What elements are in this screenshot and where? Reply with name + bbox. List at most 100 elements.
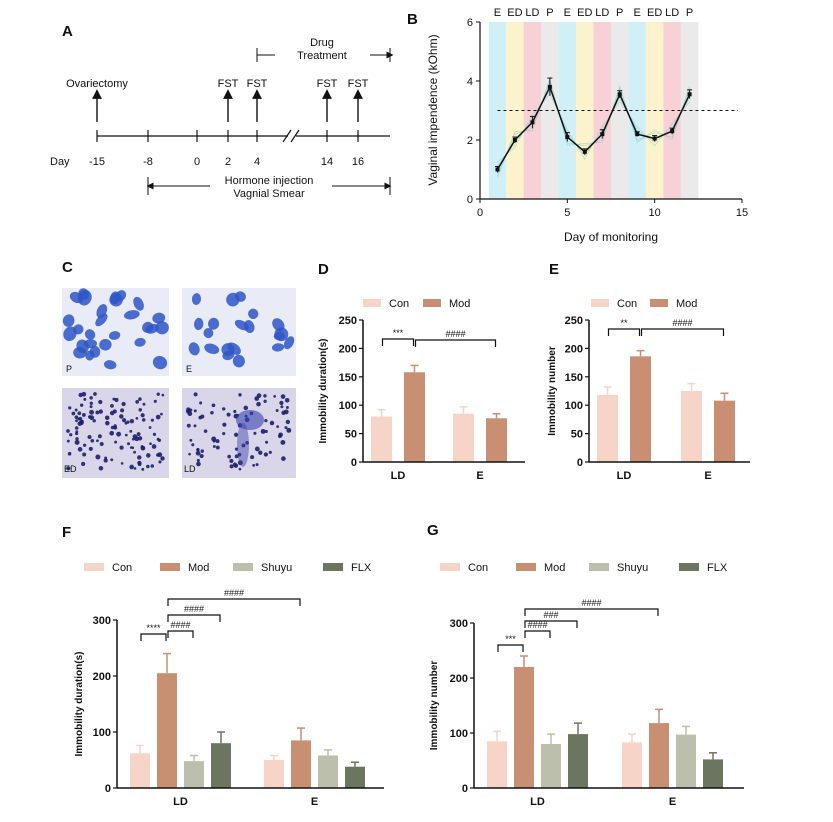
micrograph-cells-ed [66, 391, 165, 471]
bar [404, 372, 425, 462]
immobility-duration-chart-d: Con Mod LD E 0 50 100 150 200 250 Immobility durat… [318, 298, 525, 482]
cell-nucleus [109, 430, 115, 436]
bar [630, 356, 651, 462]
cell-nucleus [156, 392, 160, 396]
cell-shape [203, 327, 214, 339]
cell-nucleus [75, 437, 79, 441]
cell-nucleus [138, 408, 142, 412]
cell-nucleus [149, 442, 152, 446]
cell-nucleus [255, 463, 259, 467]
x-tick-label: E [476, 470, 483, 482]
cell-nucleus [193, 392, 198, 397]
cell-nucleus [199, 453, 204, 459]
legend-label: Con [389, 298, 409, 310]
cell-nucleus [260, 428, 266, 434]
cell-nucleus [203, 429, 208, 433]
day-tick-label: 2 [225, 156, 231, 168]
bar [211, 743, 231, 788]
y-tick-label: 100 [565, 400, 583, 412]
cell-nucleus [215, 439, 220, 444]
axis-break-mark [282, 129, 292, 143]
cell-nucleus [280, 439, 286, 445]
cell-nucleus [132, 434, 138, 439]
x-tick-label: E [311, 796, 318, 808]
cell-nucleus [89, 405, 93, 409]
cell-nucleus [268, 450, 272, 454]
cell-nucleus [99, 442, 104, 447]
significance-label: #### [170, 620, 190, 630]
bar [676, 734, 696, 788]
cell-nucleus [83, 443, 87, 447]
micrograph-label: ED [64, 464, 77, 474]
cell-nucleus [75, 419, 78, 423]
legend-swatch [323, 563, 343, 571]
stage-label: E [564, 7, 571, 19]
cell-nucleus [129, 429, 133, 433]
cell-shape [108, 331, 121, 340]
bar [649, 723, 669, 788]
significance-label: #### [672, 318, 692, 328]
x-tick-label: 5 [564, 207, 570, 219]
significance-bracket [640, 328, 725, 336]
cell-shape [62, 314, 75, 327]
cell-nucleus [157, 452, 163, 458]
data-point [512, 138, 517, 142]
legend-swatch [233, 563, 253, 571]
bar [514, 667, 534, 788]
micrograph-label: LD [184, 464, 196, 474]
cell-nucleus [210, 410, 214, 415]
cell-nucleus [151, 444, 157, 449]
cell-nucleus [97, 434, 102, 439]
cell-nucleus [131, 437, 135, 441]
cell-nucleus [83, 397, 87, 401]
stage-band [576, 22, 594, 199]
y-tick-label: 150 [565, 372, 583, 384]
cell-nucleus [78, 416, 83, 421]
legend-label: FLX [351, 562, 372, 574]
data-point [530, 120, 535, 125]
cell-nucleus [103, 458, 108, 463]
cell-shape [271, 343, 285, 352]
panel-label-e: E [549, 261, 559, 278]
stage-label: ED [507, 7, 522, 19]
cell-shape [155, 321, 169, 335]
y-axis-title: Immobility duration(s) [74, 652, 85, 757]
bracket-label-bg [210, 175, 332, 199]
hormone-injection-label: Hormone injection [225, 175, 314, 187]
micrograph-cells-p [62, 288, 169, 370]
cell-nucleus [120, 462, 124, 465]
cell-nucleus [229, 464, 234, 469]
legend-swatch [589, 563, 609, 571]
day-tick-label: 0 [194, 156, 200, 168]
y-axis-title: Vaginal impendence (kOhm) [426, 34, 440, 185]
y-tick-label: 0 [105, 783, 111, 795]
day-tick-label: 16 [352, 156, 364, 168]
legend-swatch [516, 563, 536, 571]
legend-label: Shuyu [617, 562, 648, 574]
legend-label: Con [617, 298, 637, 310]
cell-shape [191, 293, 202, 305]
legend-label: Mod [544, 562, 565, 574]
micrograph-label: E [186, 364, 192, 374]
cell-nucleus [161, 393, 165, 397]
micrograph-cells-ld [185, 392, 292, 471]
cell-nucleus [114, 440, 118, 444]
cell-nucleus [196, 458, 200, 462]
cell-nucleus [256, 401, 261, 407]
cell-nucleus [87, 434, 92, 440]
cell-shape [273, 331, 285, 341]
cell-nucleus [186, 423, 191, 428]
cell-nucleus [140, 413, 145, 418]
cell-nucleus [146, 464, 150, 469]
ovariectomy-label: Ovariectomy [66, 78, 128, 90]
stage-label: LD [525, 7, 539, 19]
cell-nucleus [137, 436, 143, 441]
cell-nucleus [196, 461, 201, 467]
cell-shape [152, 355, 168, 370]
cell-nucleus [269, 420, 275, 426]
cell-nucleus [140, 445, 146, 451]
y-tick-label: 250 [339, 315, 357, 327]
micrograph-ed [62, 388, 169, 478]
cell-nucleus [250, 455, 255, 460]
x-tick-label: 15 [736, 207, 748, 219]
